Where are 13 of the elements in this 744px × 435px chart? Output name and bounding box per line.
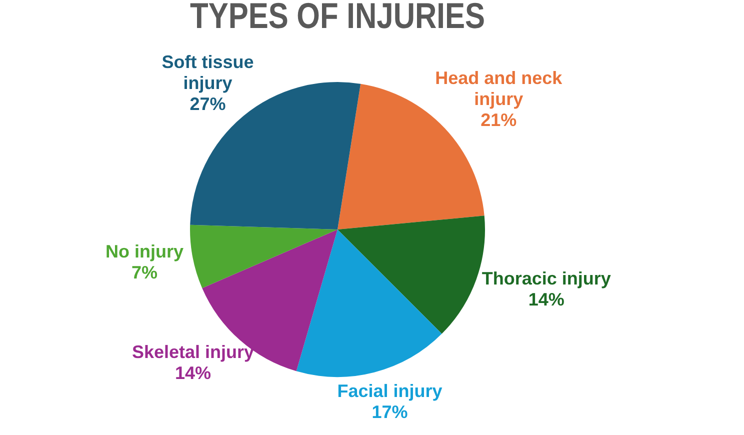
chart-title: TYPES OF INJURIES <box>190 0 485 37</box>
data-label: 17% <box>372 402 408 422</box>
slice-label: Thoracic injury <box>482 268 611 288</box>
slice-label: Soft tissue injury <box>162 52 254 93</box>
slice-label: No injury <box>105 241 184 262</box>
data-label: 27% <box>190 94 226 114</box>
data-label: 14% <box>528 289 564 310</box>
data-label: 14% <box>174 362 211 383</box>
data-label: 7% <box>131 262 158 282</box>
data-label: 21% <box>480 110 517 130</box>
slice-label: Head and neck injury <box>435 68 564 110</box>
slice-label: Skeletal injury <box>132 342 254 362</box>
slice-label: Facial injury <box>337 380 442 401</box>
